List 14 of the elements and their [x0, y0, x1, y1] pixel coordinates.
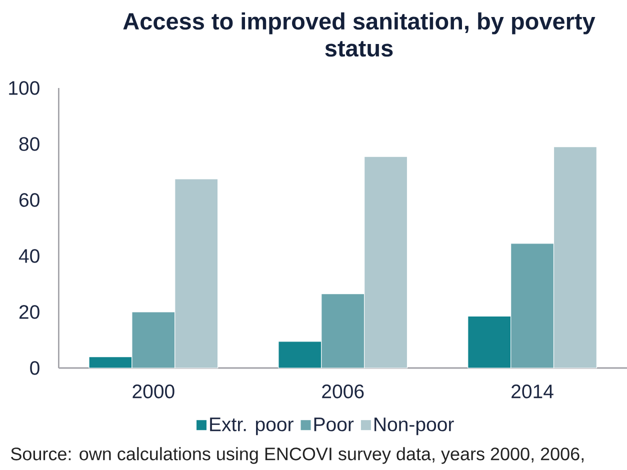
legend-label: Poor [314, 418, 354, 432]
y-tick-label: 0 [30, 361, 40, 375]
x-tick-label: 2000 [132, 384, 174, 398]
x-tick-label: 2006 [322, 384, 364, 398]
y-tick-label: 100 [9, 81, 40, 95]
source-note: Source: own calculations using ENCOVI survey data, years 2000, 2006, [11, 447, 584, 464]
y-tick-label: 40 [18, 249, 40, 263]
legend-label: Extr. poor [210, 418, 294, 436]
x-tick-label: 2014 [512, 384, 554, 398]
y-tick-label: 60 [19, 193, 40, 207]
y-tick-label: 80 [19, 137, 40, 151]
chart-title: Access to improved sanitation, by poverty status [123, 12, 596, 57]
legend-label: Non-poor [374, 418, 454, 436]
y-tick-label: 20 [19, 305, 40, 319]
